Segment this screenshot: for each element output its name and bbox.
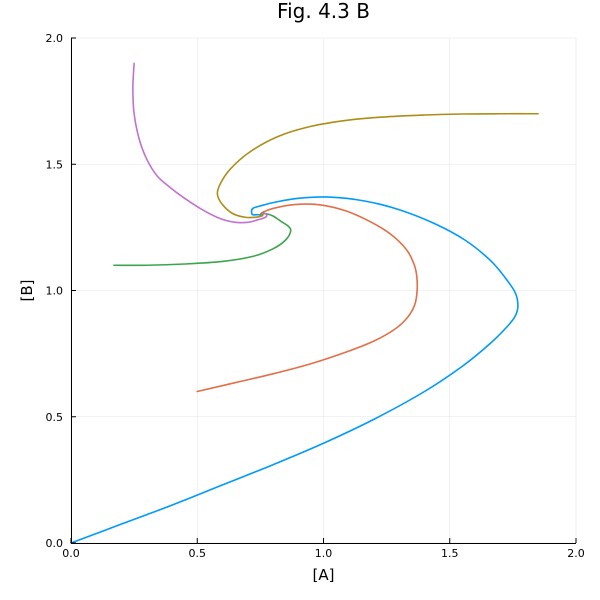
series-line-4: [132, 62, 268, 224]
x-tick-label-3: 1.5: [441, 547, 459, 560]
y-tick-label-3: 1.5: [46, 158, 64, 171]
x-axis-label: [A]: [313, 566, 335, 584]
chart-title: Fig. 4.3 B: [277, 0, 370, 23]
y-tick-label-0: 0.0: [46, 537, 64, 550]
y-tick-label-2: 1.0: [46, 285, 64, 298]
x-tick-label-0: 0.0: [62, 547, 80, 560]
x-tick-label-1: 0.5: [189, 547, 207, 560]
series-line-2: [196, 203, 419, 393]
series-layer: [70, 62, 539, 544]
y-axis-label: [B]: [18, 280, 36, 302]
y-tick-label-1: 0.5: [46, 411, 64, 424]
y-ticks: 0.0 0.5 1.0 1.5 2.0: [46, 32, 76, 550]
series-line-1: [70, 196, 519, 544]
x-tick-label-4: 2.0: [567, 547, 585, 560]
series-line-5: [216, 112, 539, 219]
series-line-3: [113, 212, 292, 267]
x-tick-label-2: 1.0: [315, 547, 333, 560]
y-tick-label-4: 2.0: [46, 32, 64, 45]
x-ticks: 0.0 0.5 1.0 1.5 2.0: [62, 538, 585, 560]
